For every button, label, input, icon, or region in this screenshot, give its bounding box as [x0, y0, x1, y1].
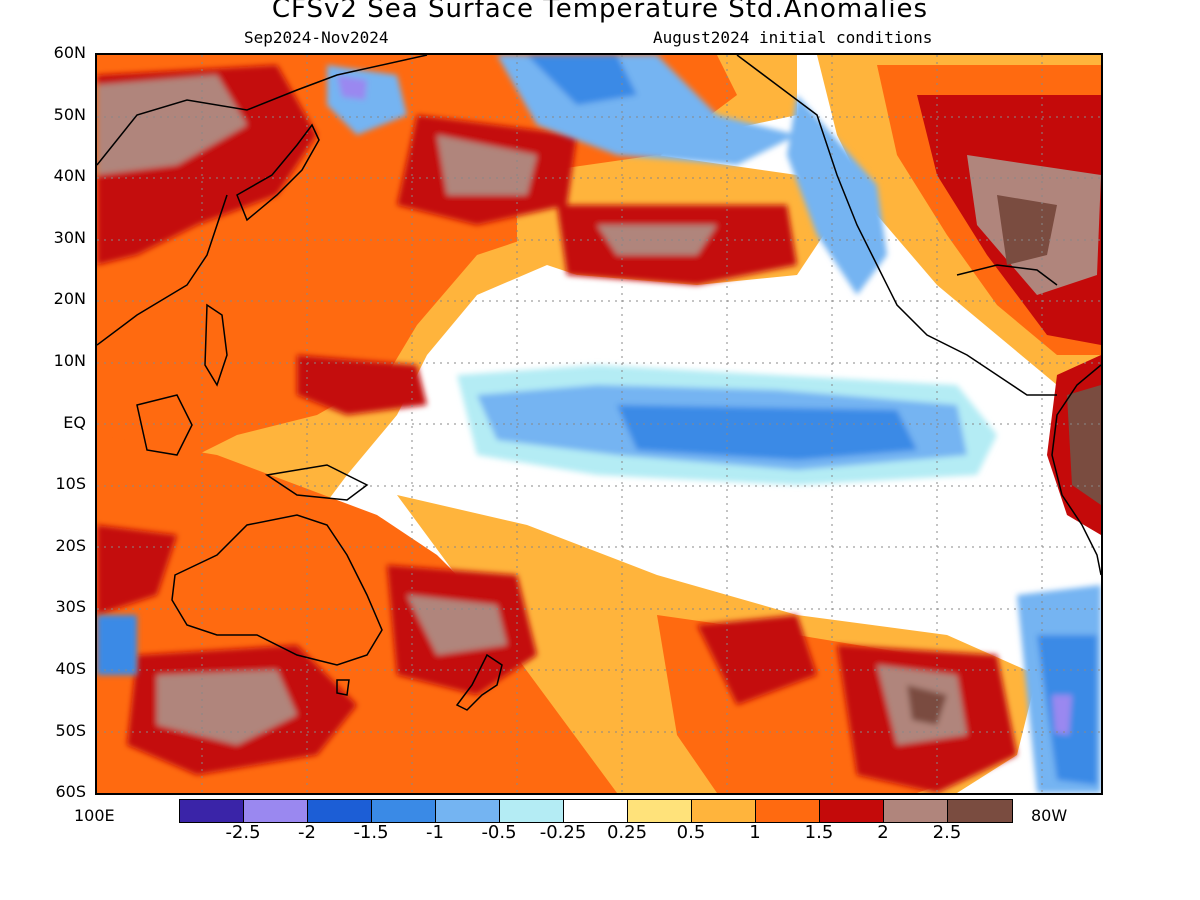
colorbar-label: -2.5: [225, 822, 261, 843]
lat-label: 30S: [55, 597, 86, 617]
colorbar-swatch: [564, 800, 628, 822]
lat-label: 20N: [53, 289, 86, 309]
colorbar-label: -1: [426, 822, 444, 843]
lon-label-right: 80W: [1031, 806, 1068, 825]
initial-conditions: August2024 initial conditions: [653, 28, 933, 47]
lat-label: 60N: [53, 43, 86, 62]
lat-label: 40N: [53, 166, 86, 186]
lat-label: 20S: [55, 535, 86, 555]
colorbar-label: 1.5: [804, 822, 834, 843]
colorbar-swatch: [884, 800, 948, 822]
colorbar-label: -2: [298, 822, 316, 843]
colorbar-label: -0.25: [539, 822, 587, 843]
colorbar-label: 2.5: [932, 822, 962, 843]
lat-label: 50S: [55, 720, 86, 740]
lat-label: 60S: [55, 782, 86, 802]
colorbar-swatch: [756, 800, 820, 822]
colorbar: [179, 799, 1013, 823]
lat-label: 30N: [53, 227, 86, 247]
colorbar-swatch: [308, 800, 372, 822]
map-canvas: [97, 55, 1101, 793]
colorbar-label: -0.5: [481, 822, 517, 843]
colorbar-label: 1: [749, 822, 761, 843]
strong-warm-anomalies: [97, 65, 1017, 793]
coastlines: [97, 55, 1101, 711]
colorbar-swatch: [244, 800, 308, 822]
colorbar-swatch: [628, 800, 692, 822]
colorbar-swatch: [820, 800, 884, 822]
colorbar-label: 0.5: [676, 822, 706, 843]
sst-anomaly-map: [95, 53, 1103, 795]
colorbar-label: 2: [877, 822, 889, 843]
lat-label: 40S: [55, 659, 86, 678]
colorbar-swatch: [436, 800, 500, 822]
lat-label: 10N: [53, 351, 86, 370]
colorbar-swatch: [500, 800, 564, 822]
lat-label: 50N: [53, 104, 86, 124]
lon-label-left: 100E: [74, 806, 115, 825]
map-title: CFSv2 Sea Surface Temperature Std.Anomal…: [271, 0, 929, 24]
colorbar-swatch: [692, 800, 756, 822]
cool-anomaly-regions: [97, 55, 1101, 793]
colorbar-swatch: [372, 800, 436, 822]
colorbar-label: 0.25: [606, 822, 648, 843]
colorbar-swatch: [948, 800, 1012, 822]
lat-label: 10S: [55, 474, 86, 494]
forecast-period: Sep2024-Nov2024: [244, 28, 389, 47]
colorbar-swatch: [180, 800, 244, 822]
lat-label: EQ: [63, 412, 86, 432]
colorbar-label: -1.5: [353, 822, 389, 843]
